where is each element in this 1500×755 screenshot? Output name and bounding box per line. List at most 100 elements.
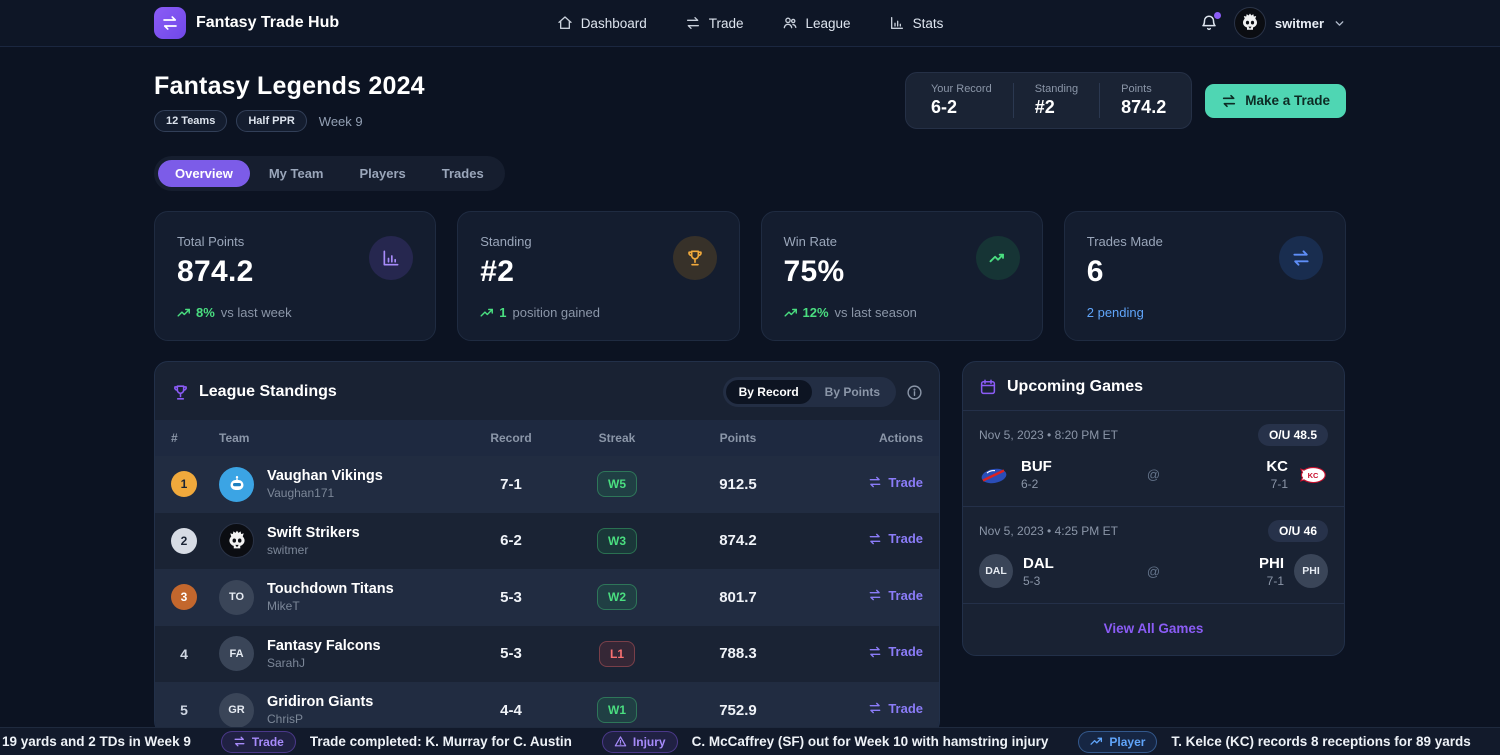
record-cell: 5-3: [500, 645, 522, 663]
trend-value: 1: [499, 305, 507, 320]
stat-label: Trades Made: [1086, 234, 1163, 249]
team-initials-avatar: TO: [219, 579, 254, 615]
skull-logo-icon: [219, 523, 254, 559]
stat-card-total-points: Total Points 874.2 8% vs last week: [154, 211, 437, 341]
stat-value: #2: [480, 255, 515, 288]
robot-logo-icon: [219, 466, 254, 502]
bell-icon: [1200, 14, 1218, 32]
ticker-text: Trade completed: K. Murray for C. Austin: [309, 734, 572, 749]
table-row-touchdown-titans[interactable]: 3 TO Touchdown Titans MikeT 5-3 W2 801.7…: [155, 569, 939, 626]
table-row-vaughan-vikings[interactable]: 1 Vaughan Vikings Vaughan171 7-1 W5 912.…: [155, 456, 939, 513]
game-item-dal-phi[interactable]: Nov 5, 2023 • 4:25 PM ET O/U 46 DAL DAL …: [963, 507, 1344, 604]
chiefs-logo-icon: KC: [1298, 465, 1328, 485]
away-record: 5-3: [1023, 573, 1041, 588]
stat-trend: 12% vs last season: [783, 305, 917, 320]
team-name: Gridiron Giants: [267, 694, 374, 711]
trade-row-button[interactable]: Trade: [868, 475, 923, 490]
section-tabs: Overview My Team Players Trades: [154, 156, 505, 191]
points-cell: 752.9: [719, 701, 757, 719]
league-info: Fantasy Legends 2024 12 Teams Half PPR W…: [154, 72, 425, 132]
nav-item-dashboard[interactable]: Dashboard: [557, 15, 647, 31]
game-teams: BUF 6-2 @ KC 7-1 KC: [979, 458, 1328, 491]
bottom-section: League Standings By Record By Points # T…: [154, 361, 1346, 735]
tab-players[interactable]: Players: [359, 166, 406, 181]
nav-item-stats[interactable]: Stats: [889, 15, 943, 31]
home-abbr: PHI: [1258, 554, 1284, 572]
sort-by-points-button[interactable]: By Points: [824, 385, 880, 399]
games-header: Upcoming Games: [963, 362, 1344, 411]
team-text: BUF 6-2: [1021, 458, 1052, 491]
avatar: [1233, 7, 1266, 39]
view-all-games-link[interactable]: View All Games: [1103, 621, 1204, 636]
user-menu[interactable]: switmer: [1233, 7, 1346, 39]
team-owner: ChrisP: [267, 712, 304, 727]
tab-my-team[interactable]: My Team: [268, 166, 324, 181]
team-text: Touchdown Titans MikeT: [267, 581, 394, 613]
team-initials-logo: DAL: [979, 554, 1013, 588]
game-item-buf-kc[interactable]: Nov 5, 2023 • 8:20 PM ET O/U 48.5 BUF 6-…: [963, 411, 1344, 507]
trend-up-indicator: 8%: [177, 305, 215, 320]
trending-up-icon: [975, 236, 1020, 280]
stat-label: Standing: [480, 234, 532, 249]
chevron-down-icon: [1333, 17, 1346, 30]
tab-overview[interactable]: Overview: [158, 160, 250, 187]
trade-row-button[interactable]: Trade: [868, 644, 923, 659]
nav-label: Trade: [708, 15, 744, 31]
make-a-trade-button[interactable]: Make a Trade: [1205, 83, 1346, 118]
actions-cell: Trade: [805, 644, 923, 664]
trade-row-button[interactable]: Trade: [868, 588, 923, 603]
standings-title: League Standings: [199, 383, 337, 400]
swap-arrows-icon: [868, 645, 882, 659]
news-ticker[interactable]: 19 yards and 2 TDs in Week 9 Trade Trade…: [0, 727, 1500, 755]
trade-label: Trade: [888, 531, 923, 546]
tab-trades[interactable]: Trades: [441, 166, 484, 181]
sort-by-record-button[interactable]: By Record: [725, 380, 812, 404]
bar-chart-icon: [889, 15, 905, 31]
team-initials-logo: PHI: [1294, 554, 1328, 588]
record-summary-card: Your Record 6-2 Standing #2 Points 874.2: [904, 72, 1193, 129]
col-record: Record: [490, 431, 532, 445]
game-datetime: Nov 5, 2023 • 8:20 PM ET: [979, 428, 1118, 442]
table-row-fantasy-falcons[interactable]: 4 FA Fantasy Falcons SarahJ 5-3 L1 788.3…: [155, 625, 939, 682]
team-name: Fantasy Falcons: [267, 637, 381, 654]
table-row-gridiron-giants[interactable]: 5 GR Gridiron Giants ChrisP 4-4 W1 752.9…: [155, 682, 939, 734]
standings-header: League Standings By Record By Points: [155, 362, 939, 420]
stat-card-trades-made: Trades Made 6 2 pending: [1063, 211, 1346, 341]
streak-badge: W1: [597, 697, 637, 724]
ticker-text: C. McCaffrey (SF) out for Week 10 with h…: [691, 734, 1049, 749]
team-owner: Vaughan171: [267, 486, 335, 501]
nav-item-league[interactable]: League: [782, 15, 851, 31]
trending-up-icon: [783, 306, 798, 320]
brand[interactable]: Fantasy Trade Hub: [154, 7, 557, 39]
team-text: DAL 5-3: [1023, 555, 1054, 588]
pending-trades-link[interactable]: 2 pending: [1086, 305, 1144, 320]
actions-cell: Trade: [805, 531, 923, 551]
swap-arrows-icon: [1279, 236, 1323, 280]
nav-item-trade[interactable]: Trade: [685, 15, 744, 31]
record-value: #2: [1034, 97, 1055, 117]
username: switmer: [1274, 15, 1325, 31]
record-cell: 7-1: [500, 475, 522, 493]
ticker-item: 19 yards and 2 TDs in Week 9: [2, 734, 191, 749]
swap-arrows-icon: [161, 14, 179, 32]
ticker-item-injury: Injury C. McCaffrey (SF) out for Week 10…: [601, 730, 1049, 753]
app-logo: [154, 7, 186, 39]
ticker-text: 19 yards and 2 TDs in Week 9: [2, 734, 191, 749]
badge-label: Injury: [632, 734, 666, 749]
table-row-swift-strikers[interactable]: 2 Swift Strikers switmer 6-2 W3 874.2: [155, 512, 939, 569]
stat-card-win-rate: Win Rate 75% 12% vs last season: [760, 211, 1043, 341]
streak-cell: W3: [563, 527, 671, 554]
team-text: KC 7-1: [1266, 458, 1288, 491]
rank-number: 4: [180, 645, 188, 662]
calendar-icon: [979, 378, 997, 396]
actions-cell: Trade: [805, 588, 923, 608]
record-cell: 6-2: [500, 532, 522, 550]
trade-row-button[interactable]: Trade: [868, 701, 923, 716]
bar-chart-icon: [369, 236, 414, 280]
streak-cell: W5: [563, 471, 671, 498]
info-icon[interactable]: [906, 384, 923, 401]
trade-row-button[interactable]: Trade: [868, 531, 923, 546]
home-record: 7-1: [1266, 573, 1284, 588]
notifications-button[interactable]: [1198, 12, 1221, 34]
col-points: Points: [719, 431, 757, 445]
